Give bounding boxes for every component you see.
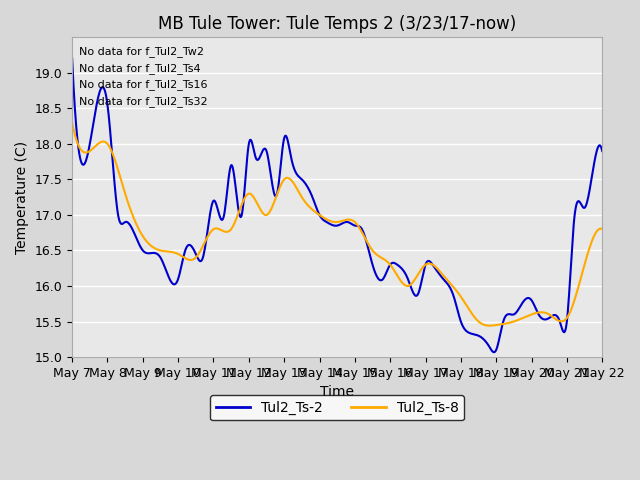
Legend: Tul2_Ts-2, Tul2_Ts-8: Tul2_Ts-2, Tul2_Ts-8 (210, 395, 464, 420)
Tul2_Ts-8 (525, 312, 533, 318)
Tul2_Ts-8 (390, 267, 397, 273)
Y-axis label: Temperature (C): Temperature (C) (15, 141, 29, 254)
Tul2_Ts-8 (101, 139, 109, 144)
Tul2_Ts-2 (470, 332, 478, 337)
X-axis label: Time: Time (320, 385, 354, 399)
Tul2_Ts-8 (470, 314, 478, 320)
Text: No data for f_Tul2_Ts32: No data for f_Tul2_Ts32 (79, 96, 208, 107)
Tul2_Ts-2 (525, 295, 533, 301)
Tul2_Ts-8 (598, 226, 606, 232)
Tul2_Ts-2 (490, 349, 498, 355)
Tul2_Ts-2 (101, 87, 109, 93)
Line: Tul2_Ts-2: Tul2_Ts-2 (72, 59, 602, 352)
Tul2_Ts-8 (376, 254, 384, 260)
Tul2_Ts-2 (68, 56, 76, 61)
Text: No data for f_Tul2_Ts4: No data for f_Tul2_Ts4 (79, 63, 201, 73)
Line: Tul2_Ts-8: Tul2_Ts-8 (72, 122, 602, 325)
Tul2_Ts-8 (486, 323, 493, 328)
Tul2_Ts-8 (406, 282, 413, 288)
Tul2_Ts-2 (390, 260, 397, 266)
Title: MB Tule Tower: Tule Temps 2 (3/23/17-now): MB Tule Tower: Tule Temps 2 (3/23/17-now… (158, 15, 516, 33)
Tul2_Ts-2 (598, 148, 606, 154)
Text: No data for f_Tul2_Ts16: No data for f_Tul2_Ts16 (79, 79, 207, 90)
Tul2_Ts-2 (376, 277, 384, 283)
Tul2_Ts-8 (68, 120, 76, 125)
Tul2_Ts-2 (406, 281, 413, 287)
Text: No data for f_Tul2_Tw2: No data for f_Tul2_Tw2 (79, 46, 204, 57)
